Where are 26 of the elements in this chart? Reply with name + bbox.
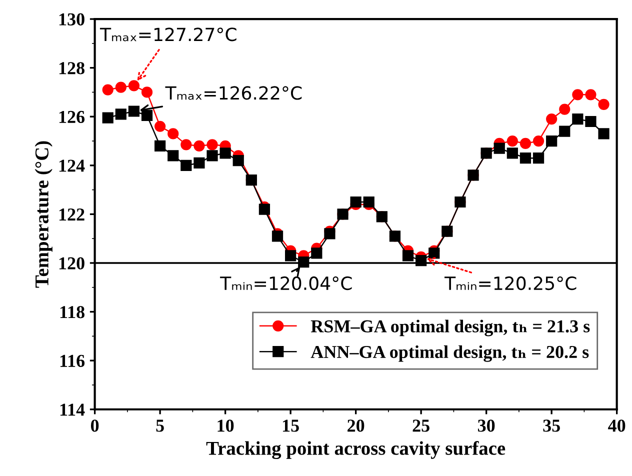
y-tick-label: 130: [59, 13, 84, 26]
y-tick-label: 124: [59, 160, 85, 172]
x-tick-label: 20: [348, 420, 364, 432]
x-tick-label: 15: [282, 420, 299, 432]
y-tick-label: 118: [60, 306, 84, 318]
y-tick-label: 122: [59, 208, 84, 220]
x-tick-label: 40: [608, 420, 626, 432]
annotation: Tₘₐₓ=126.22°C: [165, 86, 302, 100]
y-axis-title: Temperature (°C): [34, 141, 52, 288]
legend-label: ANN–GA optimal design, tₕ = 20.2 s: [310, 345, 589, 362]
annotation: Tₘₐₓ=127.27°C: [100, 28, 236, 42]
x-tick-label: 0: [90, 420, 99, 432]
x-tick-label: 25: [412, 420, 430, 432]
y-tick-label: 126: [59, 110, 85, 124]
legend-label: RSM–GA optimal design, tₕ = 21.3 s: [310, 320, 590, 336]
annotation: Tₘᵢₙ=120.25°C: [444, 276, 576, 290]
y-tick-label: 128: [59, 62, 84, 74]
x-tick-label: 5: [156, 420, 164, 432]
x-tick-label: 35: [543, 420, 560, 432]
x-tick-label: 30: [478, 420, 495, 432]
y-tick-label: 114: [60, 404, 85, 416]
annotation: Tₘᵢₙ=120.04°C: [220, 276, 352, 290]
x-axis-title: Tracking point across cavity surface: [206, 441, 506, 459]
y-tick-label: 116: [60, 354, 85, 368]
x-tick-label: 10: [218, 420, 234, 432]
y-tick-label: 120: [59, 257, 84, 270]
